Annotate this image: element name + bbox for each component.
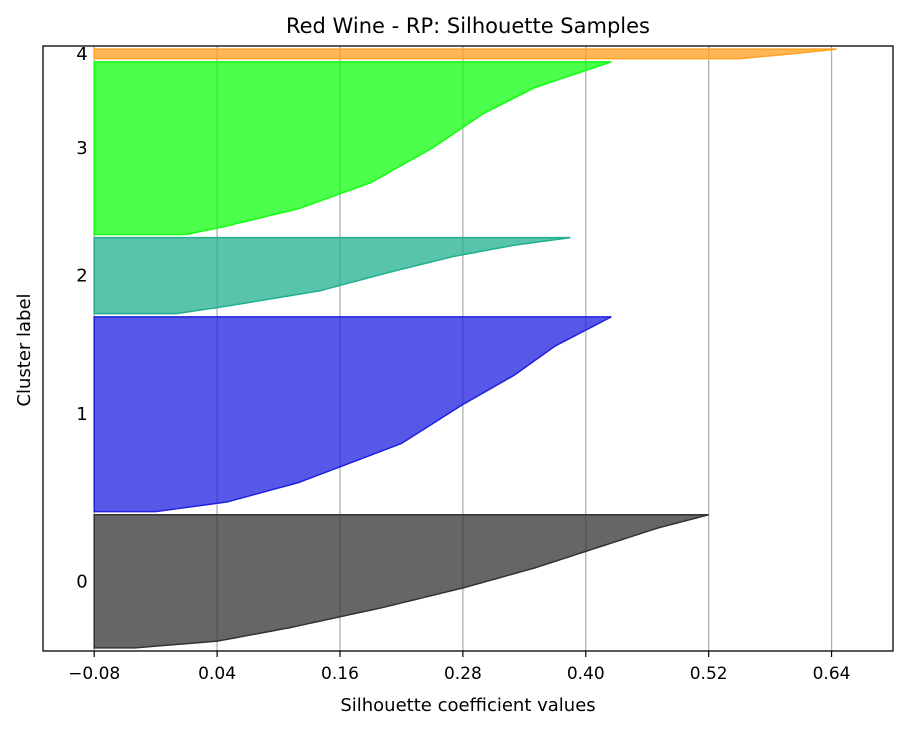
plot-frame [42,45,894,652]
cluster-label-4: 4 [76,44,87,65]
cluster-label-1: 1 [76,404,87,425]
chart-title: Red Wine - RP: Silhouette Samples [286,14,650,38]
cluster-band-2 [93,236,571,315]
x-axis-label: Silhouette coefficient values [340,695,595,716]
cluster-band-4 [93,48,837,60]
cluster-label-2: 2 [76,266,87,287]
cluster-band-0 [93,514,709,649]
x-tick-label: 0.28 [444,664,482,684]
cluster-band-1 [93,316,612,513]
cluster-band-3 [93,61,612,236]
x-tick-label: −0.08 [68,664,120,684]
x-tick-label: 0.40 [567,664,605,684]
x-tick-label: 0.64 [813,664,851,684]
cluster-label-0: 0 [76,571,87,592]
y-axis-label: Cluster label [14,293,35,406]
cluster-label-3: 3 [76,138,87,159]
x-axis-ticks: −0.08 0.04 0.16 0.28 0.40 0.52 0.64 [68,651,850,684]
y-axis-cluster-labels: 0 1 2 3 4 [76,44,87,592]
x-tick-label: 0.16 [321,664,359,684]
cluster-silhouettes [93,48,837,649]
x-tick-label: 0.52 [690,664,728,684]
x-tick-label: 0.04 [198,664,236,684]
